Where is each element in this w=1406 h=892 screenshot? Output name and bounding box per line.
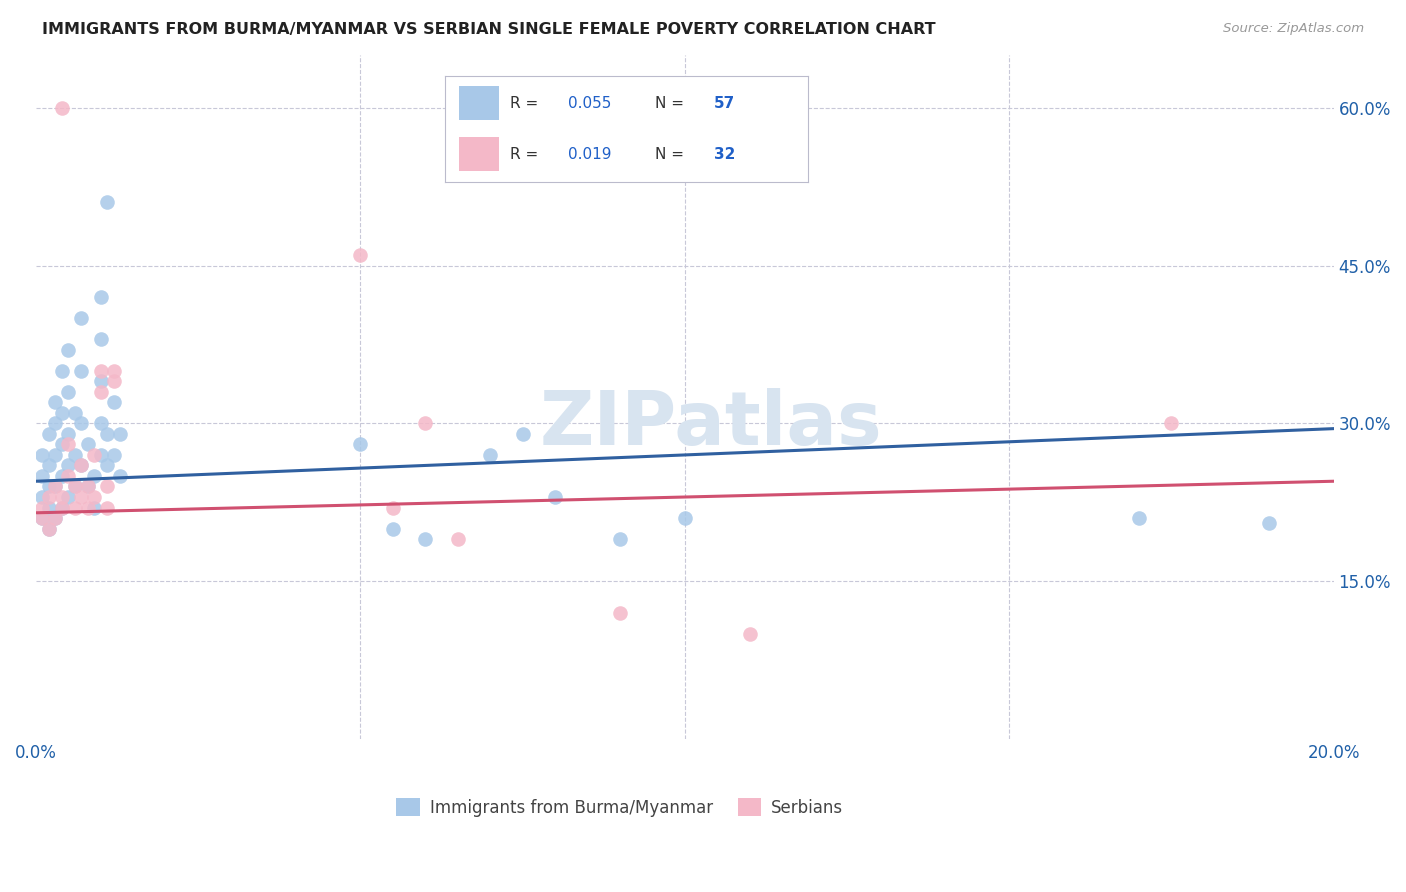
Point <box>1128 511 1150 525</box>
Point <box>544 490 567 504</box>
Point <box>31 511 53 525</box>
Point <box>76 479 98 493</box>
Point <box>51 490 73 504</box>
Point <box>90 290 112 304</box>
Text: Source: ZipAtlas.com: Source: ZipAtlas.com <box>1223 22 1364 36</box>
Point <box>90 374 112 388</box>
Point <box>38 426 60 441</box>
Text: ZIPatlas: ZIPatlas <box>540 388 882 461</box>
Point <box>38 458 60 473</box>
Point <box>83 448 105 462</box>
Point <box>63 479 86 493</box>
Point <box>58 426 80 441</box>
Point <box>70 417 93 431</box>
Text: IMMIGRANTS FROM BURMA/MYANMAR VS SERBIAN SINGLE FEMALE POVERTY CORRELATION CHART: IMMIGRANTS FROM BURMA/MYANMAR VS SERBIAN… <box>42 22 936 37</box>
Point <box>413 417 436 431</box>
Point <box>96 458 118 473</box>
Point <box>58 469 80 483</box>
Point <box>63 406 86 420</box>
Point <box>51 469 73 483</box>
Point <box>70 490 93 504</box>
Point <box>51 101 73 115</box>
Point <box>110 426 132 441</box>
Point <box>512 426 534 441</box>
Point <box>103 395 125 409</box>
Point <box>58 343 80 357</box>
Point <box>38 522 60 536</box>
Point <box>1160 417 1182 431</box>
Point <box>349 248 371 262</box>
Point <box>83 490 105 504</box>
Point <box>103 364 125 378</box>
Point <box>44 395 66 409</box>
Point <box>673 511 696 525</box>
Point <box>83 500 105 515</box>
Point <box>479 448 502 462</box>
Point <box>63 500 86 515</box>
Point <box>70 458 93 473</box>
Point <box>103 374 125 388</box>
Point <box>96 195 118 210</box>
Point <box>44 417 66 431</box>
Point <box>381 500 404 515</box>
Point <box>38 500 60 515</box>
Point <box>609 532 631 546</box>
Point <box>58 458 80 473</box>
Point <box>609 606 631 620</box>
Point <box>110 469 132 483</box>
Point <box>70 458 93 473</box>
Point <box>38 522 60 536</box>
Point <box>90 384 112 399</box>
Point <box>90 332 112 346</box>
Point <box>51 406 73 420</box>
Point <box>76 500 98 515</box>
Point <box>38 490 60 504</box>
Point <box>76 437 98 451</box>
Point <box>738 627 761 641</box>
Point <box>38 479 60 493</box>
Point <box>96 479 118 493</box>
Point <box>63 448 86 462</box>
Point <box>44 511 66 525</box>
Legend: Immigrants from Burma/Myanmar, Serbians: Immigrants from Burma/Myanmar, Serbians <box>389 792 851 823</box>
Point <box>63 479 86 493</box>
Point <box>31 448 53 462</box>
Point <box>90 448 112 462</box>
Point <box>44 511 66 525</box>
Point <box>44 479 66 493</box>
Point <box>96 426 118 441</box>
Point <box>96 500 118 515</box>
Point <box>31 490 53 504</box>
Point <box>31 511 53 525</box>
Point <box>83 469 105 483</box>
Point <box>31 500 53 515</box>
Point <box>90 417 112 431</box>
Point <box>31 469 53 483</box>
Point <box>1257 516 1279 531</box>
Point <box>447 532 470 546</box>
Point <box>70 311 93 326</box>
Point <box>51 500 73 515</box>
Point <box>349 437 371 451</box>
Point <box>58 384 80 399</box>
Point <box>90 364 112 378</box>
Point <box>58 437 80 451</box>
Point <box>51 500 73 515</box>
Point <box>58 490 80 504</box>
Point <box>44 479 66 493</box>
Point <box>51 437 73 451</box>
Point <box>381 522 404 536</box>
Point <box>51 364 73 378</box>
Point <box>70 364 93 378</box>
Point <box>413 532 436 546</box>
Point <box>76 479 98 493</box>
Point <box>103 448 125 462</box>
Point <box>44 448 66 462</box>
